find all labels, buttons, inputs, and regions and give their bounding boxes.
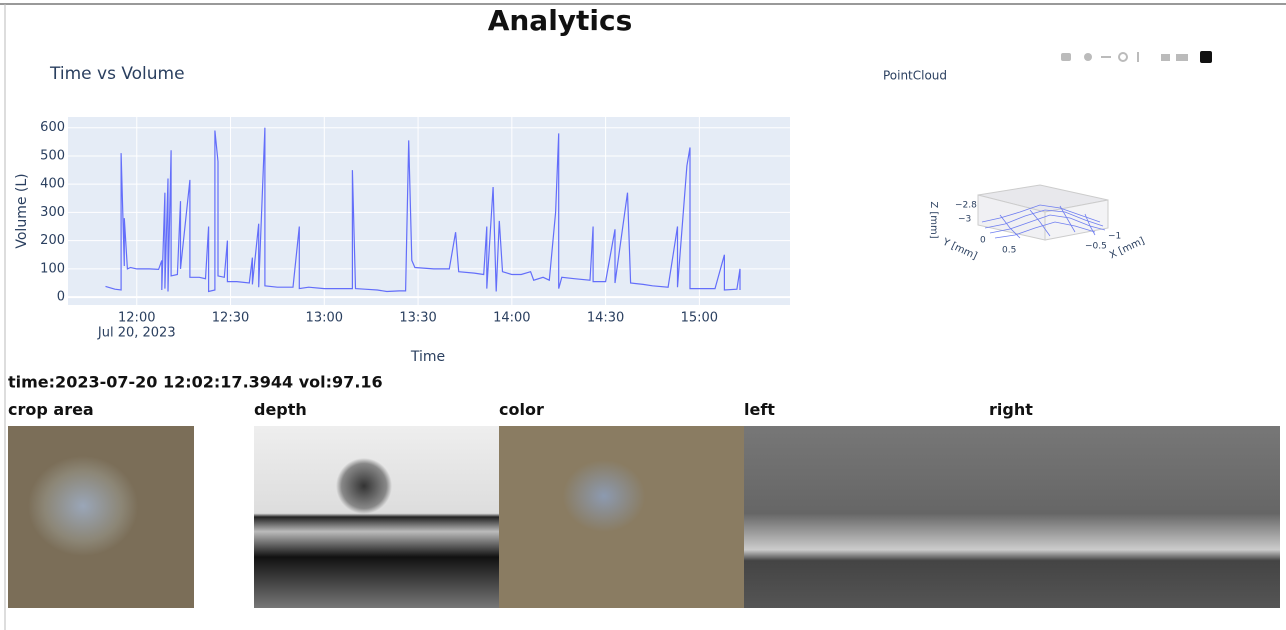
y-tick-label-3d: 0.5 bbox=[1002, 246, 1016, 256]
orbit-button[interactable] bbox=[1118, 52, 1128, 62]
crop-image bbox=[8, 426, 194, 608]
data-line bbox=[105, 127, 741, 293]
y-tick-label: 500 bbox=[40, 148, 65, 163]
x-tick-label: 12:00 bbox=[118, 311, 155, 326]
image-label: right bbox=[989, 400, 1033, 419]
y-tick-label: 600 bbox=[40, 120, 65, 135]
x-tick-label-3d: −0.5 bbox=[1085, 242, 1107, 252]
z-axis-title: Z [mm] bbox=[928, 201, 939, 238]
y-tick-label: 0 bbox=[57, 290, 65, 305]
turntable-button[interactable] bbox=[1137, 52, 1139, 62]
depth-image bbox=[254, 426, 499, 608]
y-tick-label: 300 bbox=[40, 205, 65, 220]
y-tick-label-3d: 0 bbox=[980, 236, 986, 246]
y-tick-label: 100 bbox=[40, 261, 65, 276]
plotly-logo[interactable] bbox=[1200, 51, 1212, 63]
x-tick-label: 15:00 bbox=[681, 311, 718, 326]
x-tick-label: 13:30 bbox=[399, 311, 436, 326]
z-tick-label: −3 bbox=[958, 215, 971, 225]
camera-button[interactable] bbox=[1061, 53, 1071, 61]
image-label: color bbox=[499, 400, 544, 419]
plot-area bbox=[68, 117, 790, 305]
y-axis-title-3d: Y [mm] bbox=[940, 236, 979, 262]
x-tick-label: 14:00 bbox=[493, 311, 530, 326]
camera-view-button[interactable] bbox=[1176, 54, 1188, 61]
home-button[interactable] bbox=[1161, 54, 1170, 61]
x-tick-sublabel: Jul 20, 2023 bbox=[97, 326, 176, 341]
pointcloud-title: PointCloud bbox=[883, 69, 947, 83]
chart-title: Time vs Volume bbox=[49, 64, 185, 84]
image-label: left bbox=[744, 400, 775, 419]
pointcloud-plot bbox=[977, 184, 1109, 241]
right-image bbox=[989, 426, 1280, 608]
z-tick-label: −2.8 bbox=[955, 201, 977, 211]
image-label: depth bbox=[254, 400, 307, 419]
x-tick-label: 14:30 bbox=[587, 311, 624, 326]
left-image bbox=[744, 426, 989, 608]
pan-button[interactable] bbox=[1101, 56, 1111, 58]
page-title: Analytics bbox=[488, 4, 633, 37]
status-text: time:2023-07-20 12:02:17.3944 vol:97.16 bbox=[8, 373, 383, 392]
zoom-button[interactable] bbox=[1084, 53, 1092, 61]
y-tick-label: 200 bbox=[40, 233, 65, 248]
x-tick-label: 13:00 bbox=[306, 311, 343, 326]
color-image bbox=[499, 426, 744, 608]
modebar[interactable] bbox=[1061, 51, 1212, 63]
y-tick-label: 400 bbox=[40, 177, 65, 192]
image-label: crop area bbox=[8, 400, 94, 419]
y-axis-title: Volume (L) bbox=[14, 173, 30, 248]
x-axis-title: Time bbox=[410, 349, 445, 365]
x-tick-label: 12:30 bbox=[212, 311, 249, 326]
x-tick-label-3d: −1 bbox=[1108, 232, 1121, 242]
